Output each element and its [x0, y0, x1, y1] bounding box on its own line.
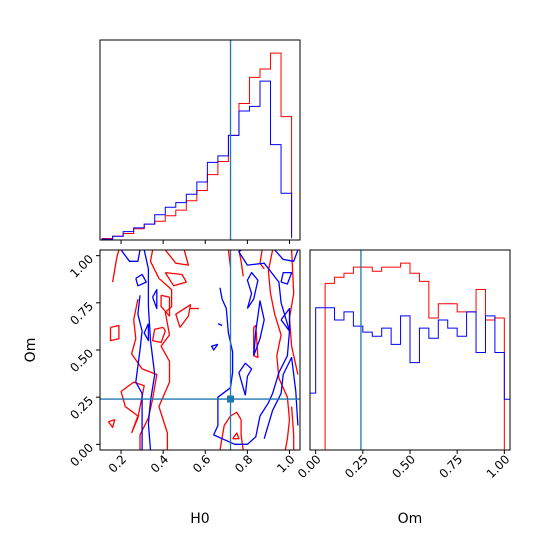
contour-line-blue: [151, 288, 158, 310]
reference-point-marker: [227, 395, 235, 403]
contour-line-blue: [213, 250, 291, 445]
contour-line-blue: [217, 323, 223, 327]
contour-line-red: [267, 250, 291, 450]
h0-histogram-series-blue: [100, 80, 293, 240]
om-histogram-series-red: [315, 262, 505, 450]
contour-line-blue: [246, 271, 259, 309]
contour-line-blue: [120, 250, 141, 262]
contour-line-red: [149, 250, 173, 450]
contour-line-red: [151, 326, 166, 344]
contour-line-blue: [280, 271, 293, 285]
reference-crosshair: [100, 250, 300, 450]
contour-line-blue: [135, 295, 143, 450]
h0-hist-frame: [99, 39, 301, 241]
contour-line-red: [109, 324, 120, 342]
h0-axis-label: H0: [190, 511, 209, 527]
contour-line-blue: [253, 300, 265, 356]
contour-line-blue: [263, 356, 299, 439]
om-histogram-series-blue: [310, 307, 510, 450]
contour-line-red: [290, 406, 295, 450]
contour-line-blue: [135, 273, 147, 287]
h0-hist-ticks: [120, 240, 290, 244]
contour-line-red: [130, 298, 158, 450]
h0-histogram-series-red: [100, 52, 293, 240]
contour-line-blue: [143, 323, 150, 342]
contour-line-blue: [238, 362, 253, 396]
contour-line-red: [175, 304, 192, 328]
contour-line-blue: [143, 250, 156, 450]
contour-line-red: [160, 294, 171, 317]
contour-line-red: [120, 381, 145, 434]
contour-line-red: [219, 411, 244, 450]
contour-line-red: [232, 432, 240, 440]
contour-line-red: [164, 271, 187, 287]
contour-line-red: [111, 250, 120, 283]
om-axis-label: Om: [23, 338, 39, 363]
om-hist-axis-label: Om: [398, 511, 423, 527]
contour-line-blue: [210, 343, 219, 351]
contour-line-blue: [280, 307, 291, 332]
h0-marginal-histogram: [99, 39, 301, 244]
contour-line-red: [107, 419, 116, 429]
contour-line-blue: [274, 250, 299, 262]
contour-line-red: [253, 324, 259, 359]
contour-line-red: [164, 250, 190, 266]
